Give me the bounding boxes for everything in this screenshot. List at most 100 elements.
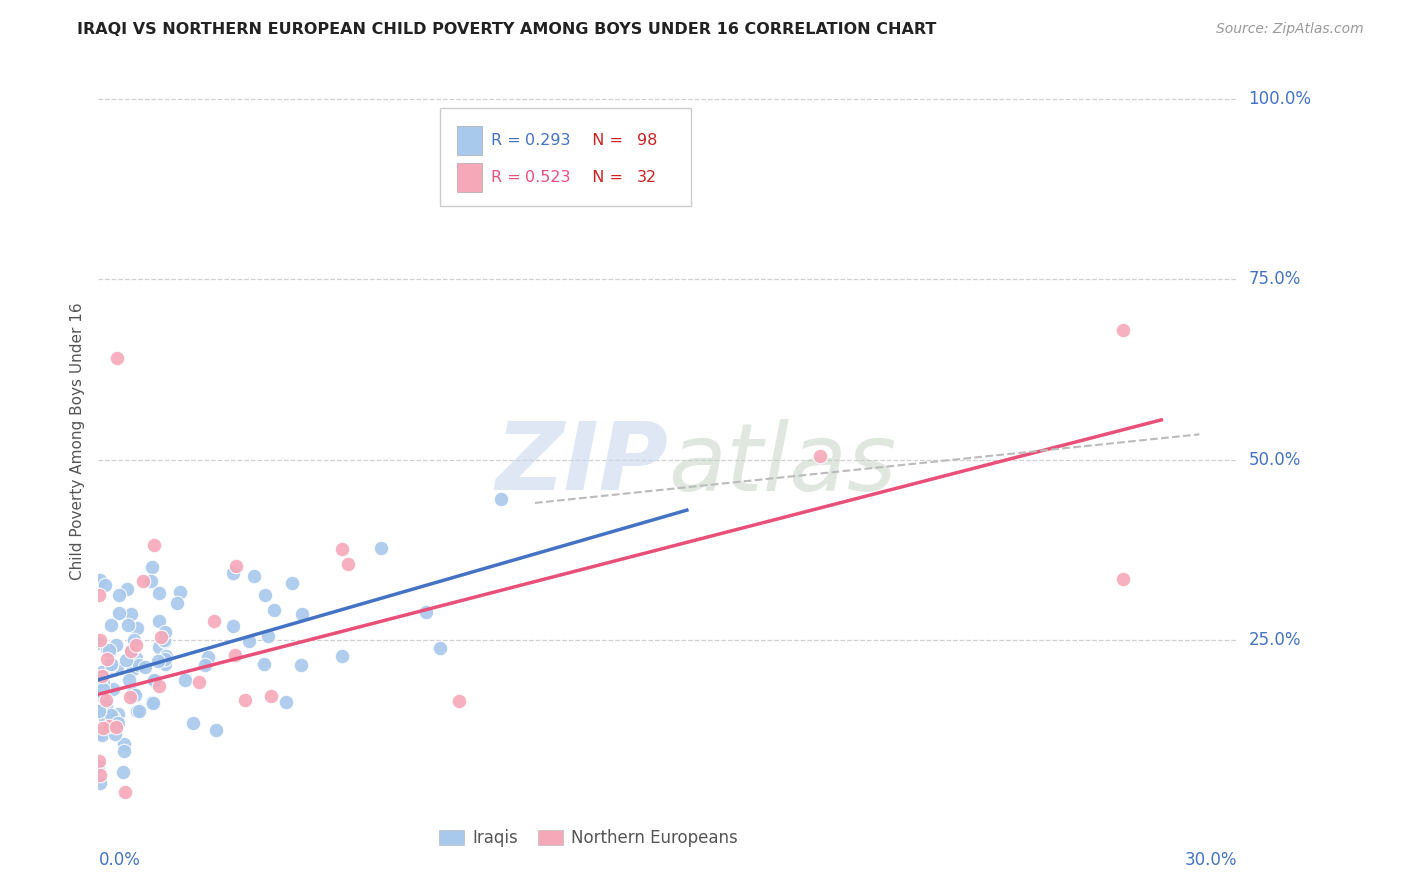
- Point: [153, 634, 176, 648]
- Point: [122, 632, 145, 647]
- Point: [101, 682, 124, 697]
- Point: [194, 657, 217, 672]
- Point: [100, 657, 122, 671]
- Point: [581, 182, 603, 196]
- Point: [260, 689, 283, 703]
- Point: [87, 759, 110, 773]
- Point: [112, 737, 135, 751]
- Text: 0.0%: 0.0%: [98, 851, 141, 869]
- Point: [91, 728, 114, 742]
- Point: [122, 662, 145, 676]
- Point: [100, 658, 122, 673]
- Point: [94, 578, 117, 592]
- Point: [105, 718, 128, 732]
- FancyBboxPatch shape: [440, 108, 690, 207]
- Text: 0.293: 0.293: [526, 133, 571, 148]
- Point: [1112, 323, 1135, 337]
- Bar: [457, 162, 482, 192]
- Point: [124, 688, 146, 702]
- Point: [96, 698, 118, 713]
- Point: [127, 704, 149, 718]
- Point: [370, 541, 392, 555]
- Point: [202, 614, 225, 628]
- Point: [242, 568, 264, 582]
- Point: [107, 716, 129, 731]
- Point: [330, 649, 353, 664]
- Point: [100, 644, 122, 658]
- Point: [128, 704, 150, 718]
- Point: [142, 696, 165, 710]
- Point: [808, 449, 831, 463]
- Point: [100, 708, 122, 723]
- Point: [87, 755, 110, 769]
- Point: [111, 765, 134, 780]
- Point: [225, 559, 247, 574]
- Point: [115, 582, 138, 597]
- Point: [148, 654, 170, 668]
- Point: [107, 351, 129, 366]
- Point: [166, 596, 188, 610]
- Text: N =: N =: [582, 133, 628, 148]
- Point: [89, 775, 111, 789]
- Point: [125, 638, 148, 652]
- Point: [221, 619, 243, 633]
- Point: [233, 692, 256, 706]
- Point: [98, 643, 121, 657]
- Text: 50.0%: 50.0%: [1249, 450, 1301, 468]
- Text: 0.523: 0.523: [526, 169, 571, 185]
- Point: [274, 695, 297, 709]
- Point: [112, 744, 135, 758]
- Point: [291, 607, 314, 622]
- Point: [91, 674, 114, 689]
- Point: [94, 711, 117, 725]
- Point: [141, 695, 163, 709]
- Text: 25.0%: 25.0%: [1249, 632, 1301, 649]
- Point: [148, 614, 170, 628]
- Text: R =: R =: [491, 133, 526, 148]
- Point: [93, 721, 115, 735]
- Point: [114, 785, 136, 799]
- Point: [120, 644, 142, 658]
- Point: [1112, 572, 1135, 586]
- Point: [87, 703, 110, 717]
- Point: [115, 653, 138, 667]
- Point: [155, 648, 177, 663]
- Point: [173, 673, 195, 687]
- Point: [87, 636, 110, 650]
- Point: [221, 566, 243, 581]
- Point: [90, 665, 112, 679]
- Point: [118, 673, 141, 687]
- Point: [90, 674, 112, 689]
- Point: [108, 588, 131, 602]
- Point: [148, 586, 170, 600]
- Point: [143, 673, 166, 688]
- Point: [107, 706, 129, 721]
- Point: [155, 625, 177, 640]
- Point: [105, 710, 128, 724]
- Point: [429, 640, 451, 655]
- Point: [127, 621, 149, 635]
- Point: [489, 492, 512, 507]
- Point: [197, 650, 219, 665]
- Point: [181, 715, 204, 730]
- Point: [105, 659, 128, 673]
- Point: [98, 719, 121, 733]
- Point: [131, 574, 153, 588]
- Point: [89, 704, 111, 718]
- Point: [153, 652, 176, 666]
- Point: [155, 657, 177, 671]
- Point: [121, 685, 143, 699]
- Point: [188, 674, 211, 689]
- Point: [263, 603, 285, 617]
- Point: [169, 585, 191, 599]
- Point: [90, 669, 112, 683]
- Point: [290, 658, 312, 673]
- Text: ZIP: ZIP: [495, 418, 668, 510]
- Point: [139, 574, 162, 588]
- Point: [103, 710, 125, 724]
- Point: [105, 719, 128, 733]
- Point: [337, 557, 360, 571]
- Point: [105, 638, 128, 652]
- Point: [108, 606, 131, 620]
- Bar: [457, 127, 482, 155]
